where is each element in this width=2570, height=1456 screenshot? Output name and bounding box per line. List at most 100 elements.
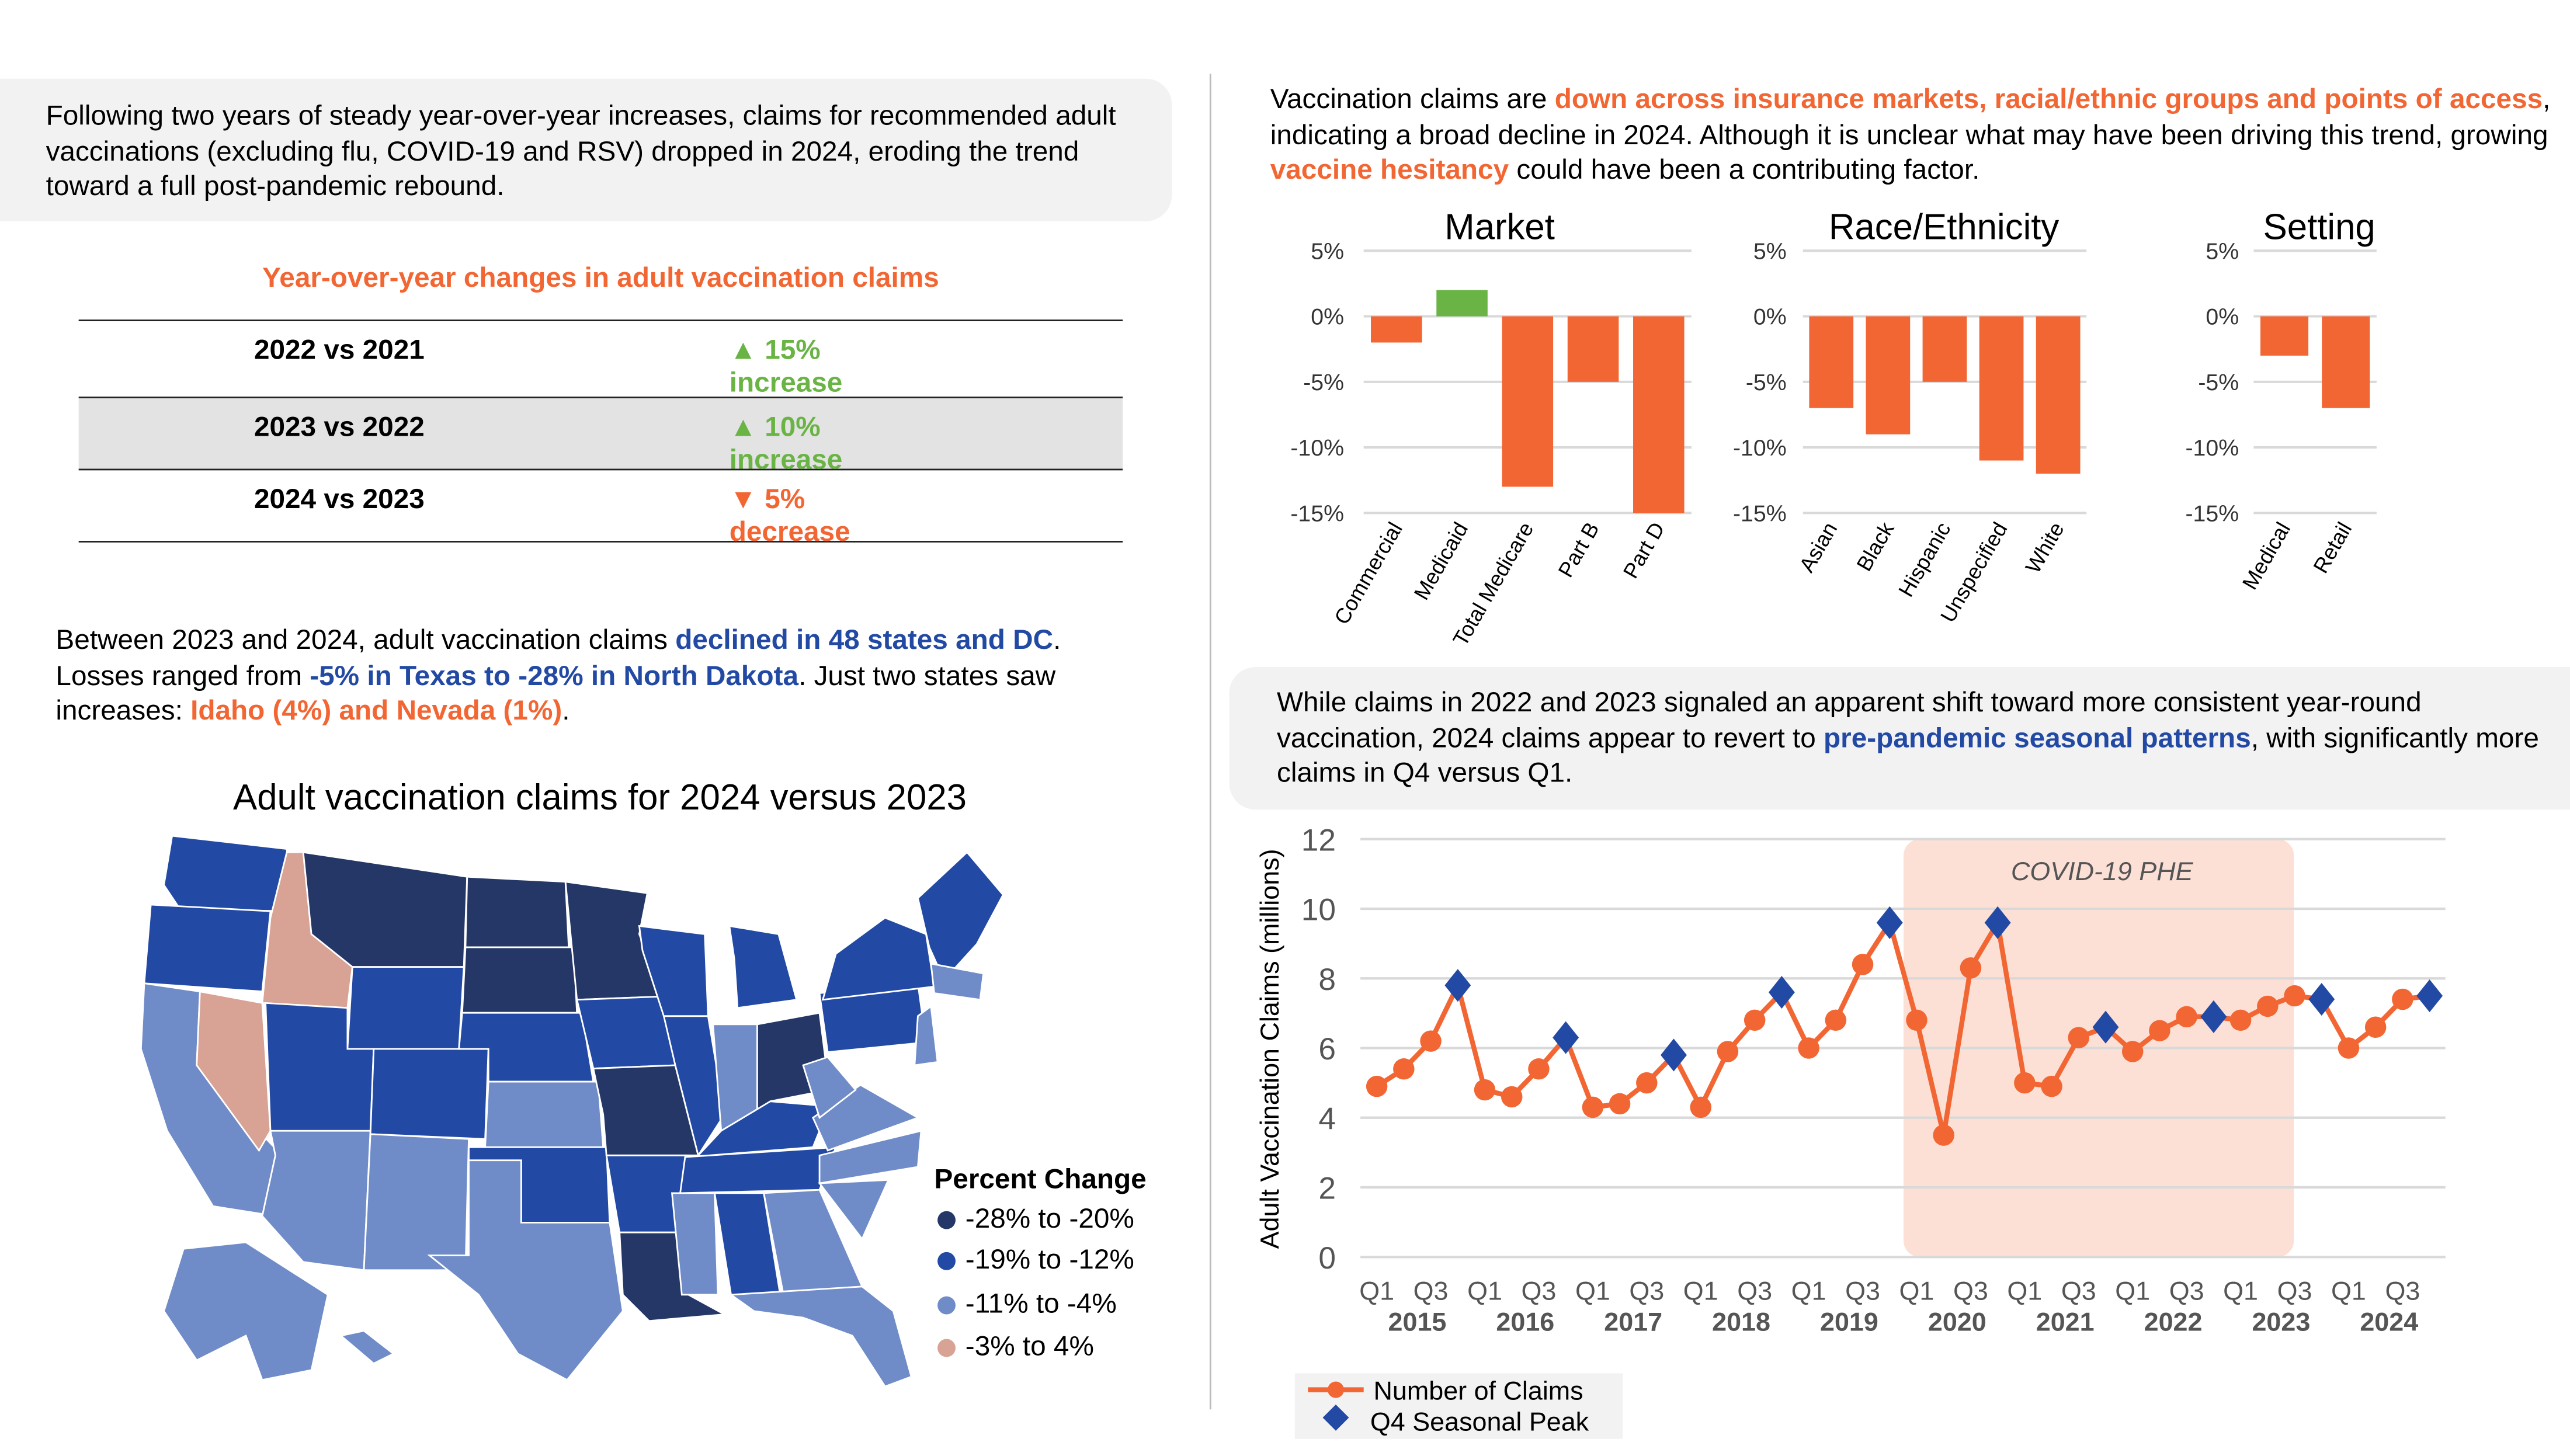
y-tick-label: 0 (1318, 1241, 1336, 1276)
x-tick-label: Q1 (1899, 1276, 1935, 1305)
x-tick-label: Q3 (1414, 1276, 1449, 1305)
claims-point (1960, 957, 1982, 979)
highlight: vaccine hesitancy (1270, 154, 1509, 186)
bar (1633, 316, 1685, 513)
legend-swatch (937, 1210, 956, 1229)
y-tick-label: 0% (1311, 304, 1344, 330)
legend-label: -3% to 4% (965, 1330, 1094, 1362)
y-tick-label: 12 (1301, 823, 1336, 857)
x-tick-label: Q3 (2277, 1276, 2312, 1305)
text: . (562, 694, 570, 727)
x-tick-label: Q3 (1845, 1276, 1880, 1305)
claims-line (1375, 915, 2430, 1136)
legend-swatch (937, 1251, 956, 1270)
x-tick-label: Q1 (1359, 1276, 1394, 1305)
claims-point (1933, 1124, 1954, 1146)
state-wv (802, 1056, 857, 1120)
map-legend-title: Percent Change (934, 1163, 1147, 1195)
intro-text: Following two years of steady year-over-… (46, 100, 1116, 202)
state-ne-states (916, 851, 1005, 982)
bar (1371, 316, 1422, 343)
text: , indicating a broad decline in 2024. Al… (1270, 84, 2551, 150)
claims-point (1636, 1072, 1658, 1094)
bar (1502, 316, 1554, 487)
state-s-ne (930, 962, 985, 1001)
claims-point (1798, 1037, 1819, 1059)
x-year-label: 2021 (2036, 1307, 2095, 1337)
state-ms (671, 1192, 719, 1296)
claims-point (1609, 1093, 1631, 1115)
x-tick-label: Q3 (2061, 1276, 2096, 1305)
text: While claims in 2022 and 2023 signaled a… (1276, 686, 2422, 753)
state-ak (163, 1241, 329, 1381)
text: Between 2023 and 2024, adult vaccination… (55, 624, 676, 656)
change-cell: ▲ 10% increase (730, 411, 843, 477)
text: Vaccination claims are (1270, 84, 1555, 115)
table-title: Year-over-year changes in adult vaccinat… (262, 262, 939, 294)
y-tick-label: 4 (1318, 1101, 1336, 1136)
states-text: Between 2023 and 2024, adult vaccination… (55, 623, 1154, 728)
claims-point (2392, 988, 2413, 1010)
y-tick-label: 5% (1753, 238, 1787, 264)
claims-point (2149, 1020, 2170, 1041)
us-map (140, 835, 1005, 1388)
x-tick-label: Q1 (2115, 1276, 2150, 1305)
period-cell: 2023 vs 2022 (253, 411, 425, 443)
claims-point (1474, 1079, 1496, 1101)
y-tick-label: 5% (2206, 238, 2239, 264)
x-tick-label: Q3 (2385, 1276, 2420, 1305)
state-sc (818, 1179, 890, 1241)
change-cell: ▼ 5% decrease (730, 484, 850, 549)
divider (78, 468, 1123, 471)
claims-point (1501, 1086, 1523, 1108)
y-tick-label: 0% (2206, 304, 2239, 330)
text: , with significantly more claims in Q4 v… (1276, 722, 2539, 788)
claims-point (2284, 985, 2305, 1007)
legend-item: -11% to -4% (937, 1288, 1117, 1321)
seasonal-box (1229, 667, 2570, 810)
claims-point (2121, 1041, 2144, 1062)
claims-point (2229, 1009, 2252, 1031)
y-tick-label: 10 (1301, 893, 1336, 927)
q4-peak-marker (1768, 976, 1795, 1009)
state-il (662, 1015, 725, 1158)
claims-point (2041, 1075, 2062, 1097)
x-tick-label: Q1 (1791, 1276, 1826, 1305)
claims-point (1528, 1058, 1550, 1080)
seasonal-text: While claims in 2022 and 2023 signaled a… (1277, 685, 2555, 791)
x-year-label: 2023 (2252, 1307, 2310, 1337)
q4-peak-marker (2200, 1000, 2227, 1033)
claims-point (1852, 954, 1874, 975)
y-tick-label: -10% (1733, 435, 1787, 461)
x-year-label: 2024 (2360, 1307, 2418, 1337)
claims-point (1420, 1030, 1442, 1052)
bar (1436, 290, 1488, 317)
bar (2036, 316, 2081, 474)
claims-point (1906, 1009, 1928, 1031)
y-axis-label: Adult Vaccination Claims (millions) (1255, 849, 1284, 1249)
phe-label: COVID-19 PHE (2011, 856, 2194, 886)
legend-item: -28% to -20% (937, 1203, 1134, 1236)
y-tick-label: 2 (1318, 1172, 1336, 1206)
claims-point (1744, 1009, 1766, 1031)
triangle-down-icon: ▼ (729, 483, 757, 515)
legend-item: -3% to 4% (937, 1331, 1094, 1364)
state-fl (728, 1285, 912, 1388)
y-tick-label: 8 (1318, 962, 1336, 997)
state-midatl (914, 1005, 939, 1066)
q4-peak-marker (1444, 969, 1471, 1002)
y-tick-label: -5% (2198, 370, 2239, 395)
x-tick-label: Q1 (1467, 1276, 1502, 1305)
x-year-label: 2017 (1604, 1307, 1662, 1337)
change-value: 15% increase (729, 334, 843, 398)
change-cell: ▲ 15% increase (730, 334, 843, 399)
legend-swatch (937, 1295, 956, 1314)
y-tick-label: 0% (1753, 304, 1787, 330)
y-tick-label: -5% (1303, 370, 1344, 395)
x-year-label: 2018 (1712, 1307, 1770, 1337)
claims-point (2257, 995, 2279, 1017)
highlight: pre-pandemic seasonal patterns (1824, 722, 2251, 753)
x-tick-label: Q1 (2331, 1276, 2366, 1305)
claims-point (1690, 1096, 1711, 1118)
